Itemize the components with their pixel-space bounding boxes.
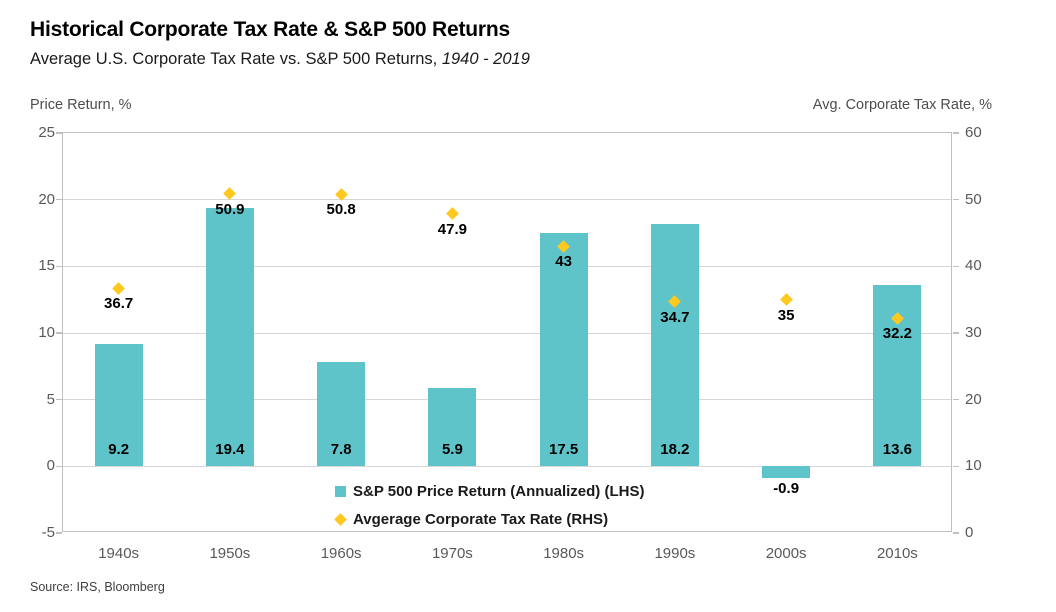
bar-value-label-1960s: 7.8 <box>330 441 352 459</box>
bar-1960s <box>317 362 366 467</box>
left-tick-mark <box>56 398 62 401</box>
tax-rate-label-2000s: 35 <box>777 306 795 324</box>
left-tick-label-5: 5 <box>46 390 55 408</box>
chart-title: Historical Corporate Tax Rate & S&P 500 … <box>30 18 510 41</box>
legend-item-taxrate: Avgerage Corporate Tax Rate (RHS) <box>334 505 644 533</box>
chart-subtitle-date-range: 1940 - 2019 <box>441 50 530 68</box>
right-tick-mark <box>953 532 959 534</box>
x-axis-label-2010s: 2010s <box>876 545 918 562</box>
x-axis-label-1990s: 1990s <box>654 545 696 562</box>
x-axis-label-1980s: 1980s <box>543 545 585 562</box>
gridline-15 <box>63 265 951 267</box>
tax-rate-label-1950s: 50.9 <box>215 200 245 218</box>
left-tick-label-0: 0 <box>46 457 55 475</box>
left-tick-mark <box>56 198 62 201</box>
chart-subtitle: Average U.S. Corporate Tax Rate vs. S&P … <box>30 50 530 69</box>
x-axis-label-1970s: 1970s <box>431 545 473 562</box>
tax-rate-marker-1970s <box>446 207 459 221</box>
right-tick-label-0: 0 <box>965 524 974 541</box>
gridline-10 <box>63 332 951 334</box>
tax-rate-marker-1950s <box>223 187 237 201</box>
x-axis-label-2000s: 2000s <box>765 545 807 562</box>
right-tick-mark <box>953 465 959 468</box>
left-axis-title: Price Return, % <box>30 97 132 113</box>
source-note: Source: IRS, Bloomberg <box>30 580 165 594</box>
left-tick-label-15: 15 <box>38 257 55 275</box>
tax-rate-label-1980s: 43 <box>555 253 572 271</box>
left-tick-mark <box>56 265 62 268</box>
chart-subtitle-text: Average U.S. Corporate Tax Rate vs. S&P … <box>30 50 442 68</box>
right-tick-label-50: 50 <box>965 190 982 208</box>
legend-bar-swatch-icon <box>335 485 346 497</box>
left-tick-label-25: 25 <box>38 124 55 141</box>
bar-value-label-1950s: 19.4 <box>215 441 245 459</box>
left-tick-label-10: 10 <box>38 324 55 341</box>
bar-1970s <box>428 387 477 467</box>
bar-1940s <box>94 343 143 467</box>
bar-value-label-1980s: 17.5 <box>549 441 579 459</box>
tax-rate-label-1940s: 36.7 <box>104 295 134 313</box>
left-tick-mark <box>56 532 62 534</box>
legend-label-sp500: S&P 500 Price Return (Annualized) (LHS) <box>353 482 645 500</box>
bar-value-label-1940s: 9.2 <box>108 441 130 459</box>
bar-1950s <box>205 207 254 467</box>
right-tick-label-30: 30 <box>965 324 982 341</box>
tax-rate-marker-2000s <box>779 293 793 307</box>
gridline-0 <box>63 465 951 467</box>
x-axis-label-1960s: 1960s <box>320 545 362 562</box>
x-axis-label-1940s: 1940s <box>98 545 140 562</box>
legend-label-taxrate: Avgerage Corporate Tax Rate (RHS) <box>353 510 609 528</box>
bar-value-label-1990s: 18.2 <box>660 441 690 459</box>
right-tick-mark <box>953 265 959 268</box>
right-tick-mark <box>953 132 959 134</box>
plot-area: 25 20 15 10 5 0 -5 60 50 40 30 20 10 0 9.2 36.7 1940s 19.… <box>38 124 981 562</box>
right-tick-label-40: 40 <box>965 257 982 275</box>
bar-2000s <box>762 466 811 479</box>
right-tick-mark <box>953 198 959 201</box>
tax-rate-label-1990s: 34.7 <box>660 308 690 326</box>
right-tick-label-10: 10 <box>965 457 982 475</box>
tax-rate-label-1970s: 47.9 <box>437 220 467 238</box>
right-tick-mark <box>953 398 959 401</box>
left-tick-mark <box>56 332 62 334</box>
gridline-20 <box>63 199 951 201</box>
gridline-5 <box>63 399 951 401</box>
bar-value-label-2010s: 13.6 <box>882 441 912 459</box>
right-tick-mark <box>953 332 959 334</box>
bar-1990s <box>650 223 699 467</box>
left-tick-label-20: 20 <box>38 190 55 208</box>
right-tick-label-20: 20 <box>965 390 982 408</box>
legend-item-sp500: S&P 500 Price Return (Annualized) (LHS) <box>335 477 644 505</box>
legend-diamond-swatch-icon <box>334 512 347 526</box>
bar-value-label-2000s: -0.9 <box>773 480 800 498</box>
tax-rate-marker-1940s <box>112 281 125 295</box>
tax-rate-label-1960s: 50.8 <box>326 201 356 219</box>
legend: S&P 500 Price Return (Annualized) (LHS) … <box>334 477 644 533</box>
bar-1980s <box>539 233 588 467</box>
bar-value-label-1970s: 5.9 <box>441 441 463 459</box>
tax-rate-label-2010s: 32.2 <box>882 325 912 343</box>
left-tick-mark <box>56 132 62 134</box>
left-tick-mark <box>56 465 62 468</box>
right-axis-title: Avg. Corporate Tax Rate, % <box>812 97 992 113</box>
x-axis-label-1950s: 1950s <box>209 545 251 562</box>
left-tick-label--5: -5 <box>41 524 55 541</box>
right-tick-label-60: 60 <box>965 124 982 141</box>
